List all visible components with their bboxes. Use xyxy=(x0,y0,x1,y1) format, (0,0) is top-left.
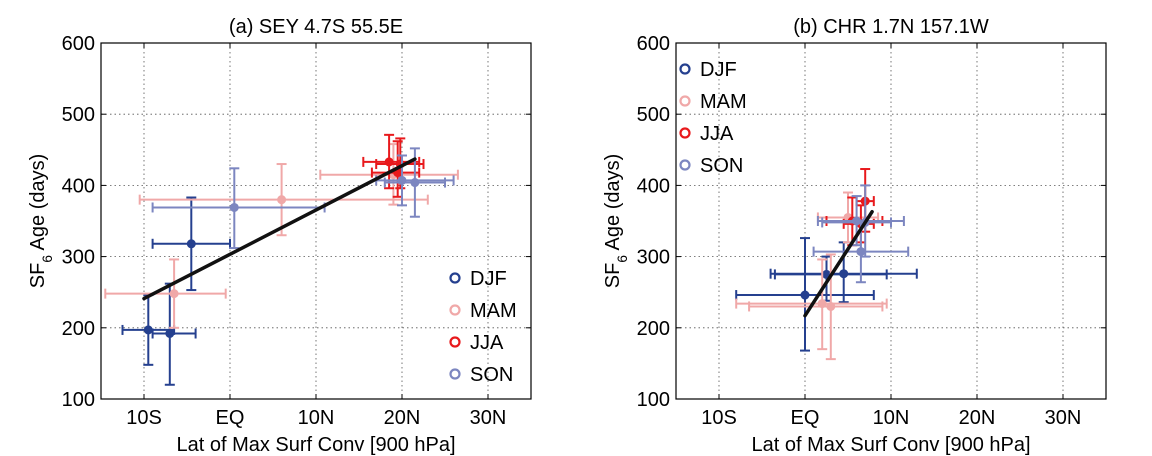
legend-label-a-djf: DJF xyxy=(470,268,507,290)
point-a-son-2 xyxy=(410,178,420,188)
legend-marker-a-djf xyxy=(449,272,461,284)
chart-title-b: (b) CHR 1.7N 157.1W xyxy=(793,16,989,38)
y-tick-label-b-0: 100 xyxy=(637,389,670,411)
legend-marker-b-djf xyxy=(679,63,691,75)
legend-marker-b-mam xyxy=(679,95,691,107)
x-tick-label-a-1: EQ xyxy=(216,407,245,429)
point-b-son-1 xyxy=(856,247,866,257)
legend-label-b-son: SON xyxy=(700,155,743,177)
legend-marker-a-mam xyxy=(449,304,461,316)
chart-title-a: (a) SEY 4.7S 55.5E xyxy=(229,16,403,38)
y-tick-label-b-4: 500 xyxy=(637,104,670,126)
legend-marker-a-son xyxy=(449,368,461,380)
x-tick-label-b-4: 30N xyxy=(1045,407,1082,429)
x-tick-label-a-0: 10S xyxy=(126,407,162,429)
legend-label-b-djf: DJF xyxy=(700,59,737,81)
x-tick-label-b-2: 10N xyxy=(873,407,910,429)
x-axis-label-a: Lat of Max Surf Conv [900 hPa] xyxy=(176,434,455,456)
y-tick-label-b-3: 400 xyxy=(637,175,670,197)
y-tick-label-b-1: 200 xyxy=(637,318,670,340)
fit-line-b xyxy=(803,209,874,318)
point-a-djf-0 xyxy=(143,325,153,335)
point-a-djf-2 xyxy=(186,239,196,249)
panel-a: (a) SEY 4.7S 55.5E Lat of Max Surf Conv … xyxy=(27,16,532,456)
point-b-djf-0 xyxy=(800,290,810,300)
y-axis-label-a-rest: Age (days) xyxy=(27,154,49,255)
y-tick-label-a-4: 500 xyxy=(62,104,95,126)
fit-line-a xyxy=(142,157,417,301)
y-axis-label-b-main: SF xyxy=(602,263,624,289)
legend-label-a-mam: MAM xyxy=(470,300,517,322)
point-b-mam-1 xyxy=(826,301,836,311)
x-tick-label-a-4: 30N xyxy=(470,407,507,429)
y-axis-label-a-main: SF xyxy=(27,263,49,289)
legend-label-b-jja: JJA xyxy=(700,123,734,145)
y-tick-label-a-1: 200 xyxy=(62,318,95,340)
y-axis-label-a-subscript: 6 xyxy=(39,255,55,263)
y-tick-label-a-0: 100 xyxy=(62,389,95,411)
point-a-son-0 xyxy=(229,202,239,212)
point-a-mam-1 xyxy=(277,195,287,205)
y-axis-label-b-subscript: 6 xyxy=(614,255,630,263)
point-a-mam-0 xyxy=(169,289,179,299)
x-tick-label-b-1: EQ xyxy=(791,407,820,429)
legend-label-a-jja: JJA xyxy=(470,332,504,354)
y-axis-label-b: SF6 Age (days) xyxy=(602,154,630,289)
x-axis-label-b: Lat of Max Surf Conv [900 hPa] xyxy=(751,434,1030,456)
x-tick-label-a-2: 10N xyxy=(298,407,335,429)
panel-b: (b) CHR 1.7N 157.1W Lat of Max Surf Conv… xyxy=(602,16,1107,456)
y-tick-label-a-2: 300 xyxy=(62,247,95,269)
x-tick-label-b-3: 20N xyxy=(959,407,996,429)
point-a-djf-1 xyxy=(165,328,175,338)
x-tick-label-a-3: 20N xyxy=(384,407,421,429)
point-b-djf-2 xyxy=(839,269,849,279)
y-tick-label-b-2: 300 xyxy=(637,247,670,269)
legend-label-b-mam: MAM xyxy=(700,91,747,113)
legend-marker-a-jja xyxy=(449,336,461,348)
legend-marker-b-jja xyxy=(679,127,691,139)
legend-marker-b-son xyxy=(679,159,691,171)
x-tick-label-b-0: 10S xyxy=(701,407,737,429)
y-tick-label-a-5: 600 xyxy=(62,33,95,55)
y-tick-label-a-3: 400 xyxy=(62,175,95,197)
legend-label-a-son: SON xyxy=(470,364,513,386)
y-tick-label-b-5: 600 xyxy=(637,33,670,55)
y-axis-label-b-rest: Age (days) xyxy=(602,154,624,255)
y-axis-label-a: SF6 Age (days) xyxy=(27,154,55,289)
